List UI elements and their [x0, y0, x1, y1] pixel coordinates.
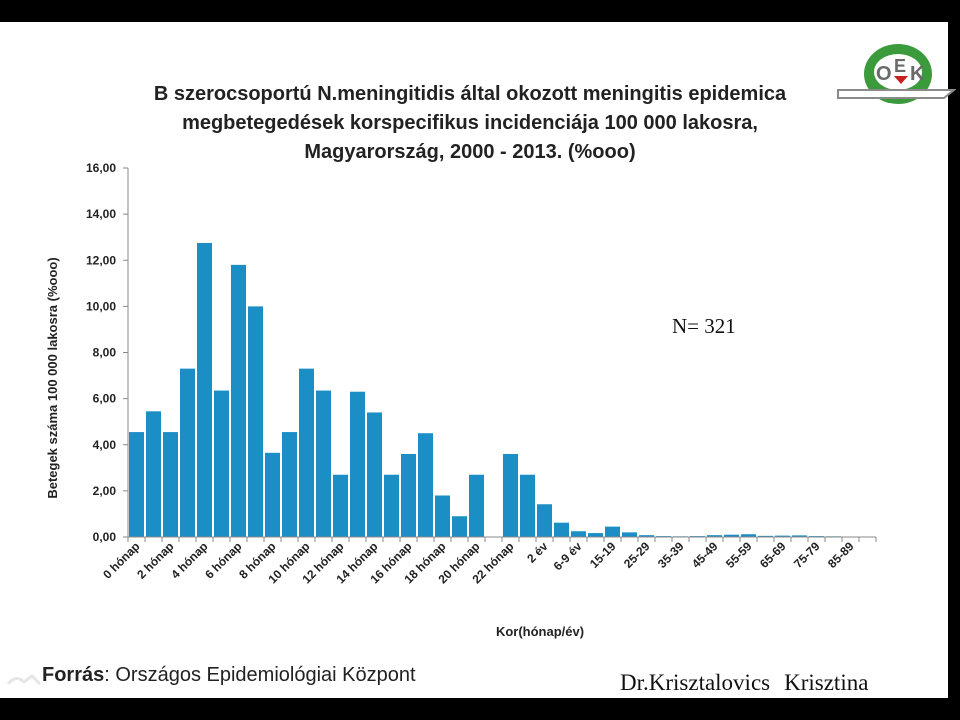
bar — [248, 306, 263, 537]
y-tick-label: 8,00 — [93, 346, 117, 360]
oek-logo: O E K — [837, 44, 956, 104]
x-tick-label: 6-9 év — [551, 539, 585, 573]
x-tick-label: 2 hónap — [134, 539, 176, 581]
x-tick-label: 45-49 — [689, 539, 721, 571]
chart-title-line-1: B szerocsoportú N.meningitidis által oko… — [153, 83, 787, 105]
bar — [469, 474, 484, 537]
x-tick-label: 65-69 — [757, 539, 789, 571]
bar — [503, 453, 518, 537]
x-tick-label: 15-19 — [587, 539, 619, 571]
bar — [588, 533, 603, 537]
bar — [316, 390, 331, 537]
bar — [401, 453, 416, 537]
bar — [452, 516, 467, 537]
bar — [299, 368, 314, 537]
bar — [537, 504, 552, 537]
y-tick-label: 6,00 — [93, 392, 117, 406]
bar — [741, 534, 756, 537]
y-tick-label: 16,00 — [86, 161, 116, 175]
bar — [214, 390, 229, 537]
right-black-bar — [948, 0, 960, 720]
bar — [707, 535, 722, 537]
bar — [146, 411, 161, 537]
bar — [418, 433, 433, 537]
x-axis-label: Kor(hónap/év) — [496, 624, 584, 639]
x-tick-label: 35-39 — [655, 539, 687, 571]
author-name: Dr.Krisztalovics Krisztina — [620, 670, 882, 696]
slide-decoration-icon — [6, 674, 42, 686]
bottom-black-bar — [0, 698, 960, 720]
x-tick-label: 6 hónap — [202, 539, 244, 581]
source-text: : Országos Epidemiológiai Központ — [104, 664, 416, 686]
x-tick-label: 75-79 — [791, 539, 823, 571]
chart-title-line-2: megbetegedések korspecifikus incidenciáj… — [182, 112, 758, 134]
chart-title: B szerocsoportú N.meningitidis által oko… — [110, 80, 830, 167]
bar — [792, 535, 807, 537]
logo-letter-k: K — [910, 63, 925, 85]
bar — [163, 432, 178, 537]
bar — [758, 535, 773, 537]
bar — [622, 532, 637, 537]
chart-title-line-3: Magyarország, 2000 - 2013. (%ooo) — [304, 141, 636, 163]
logo-letter-e: E — [894, 56, 906, 76]
y-tick-label: 12,00 — [86, 253, 116, 267]
bar — [180, 368, 195, 537]
x-tick-label: 85-89 — [825, 539, 857, 571]
bar — [605, 526, 620, 537]
y-axis-label: Betegek száma 100 000 lakosra (%ooo) — [45, 257, 60, 498]
top-black-bar — [0, 0, 960, 22]
bar — [435, 495, 450, 537]
author-first-name: Dr.Krisztalovics — [620, 670, 771, 695]
bar — [724, 534, 739, 537]
source-note: Forrás: Országos Epidemiológiai Központ — [42, 664, 416, 687]
bar — [639, 535, 654, 537]
x-tick-label: 55-59 — [723, 539, 755, 571]
y-tick-label: 2,00 — [93, 484, 117, 498]
bar — [265, 452, 280, 537]
bar — [197, 242, 212, 537]
bar — [571, 531, 586, 537]
y-tick-label: 0,00 — [93, 530, 117, 544]
bar — [554, 522, 569, 537]
bar — [129, 432, 144, 537]
y-tick-label: 14,00 — [86, 207, 116, 221]
x-tick-label: 25-29 — [621, 539, 653, 571]
bar — [384, 474, 399, 537]
author-last-name: Krisztina — [784, 670, 869, 695]
x-tick-label: 4 hónap — [168, 539, 210, 581]
bar — [350, 391, 365, 537]
x-tick-label: 2 év — [524, 539, 551, 566]
x-tick-label: 0 hónap — [100, 539, 142, 581]
n-count-annotation: N= 321 — [672, 314, 736, 338]
bar — [367, 412, 382, 537]
bar — [231, 264, 246, 537]
bar — [282, 432, 297, 537]
bar — [333, 474, 348, 537]
y-tick-label: 4,00 — [93, 438, 117, 452]
source-label: Forrás — [42, 664, 105, 686]
y-tick-label: 10,00 — [86, 299, 116, 313]
bar — [520, 474, 535, 537]
logo-letter-o: O — [876, 63, 892, 85]
bar — [775, 535, 790, 537]
